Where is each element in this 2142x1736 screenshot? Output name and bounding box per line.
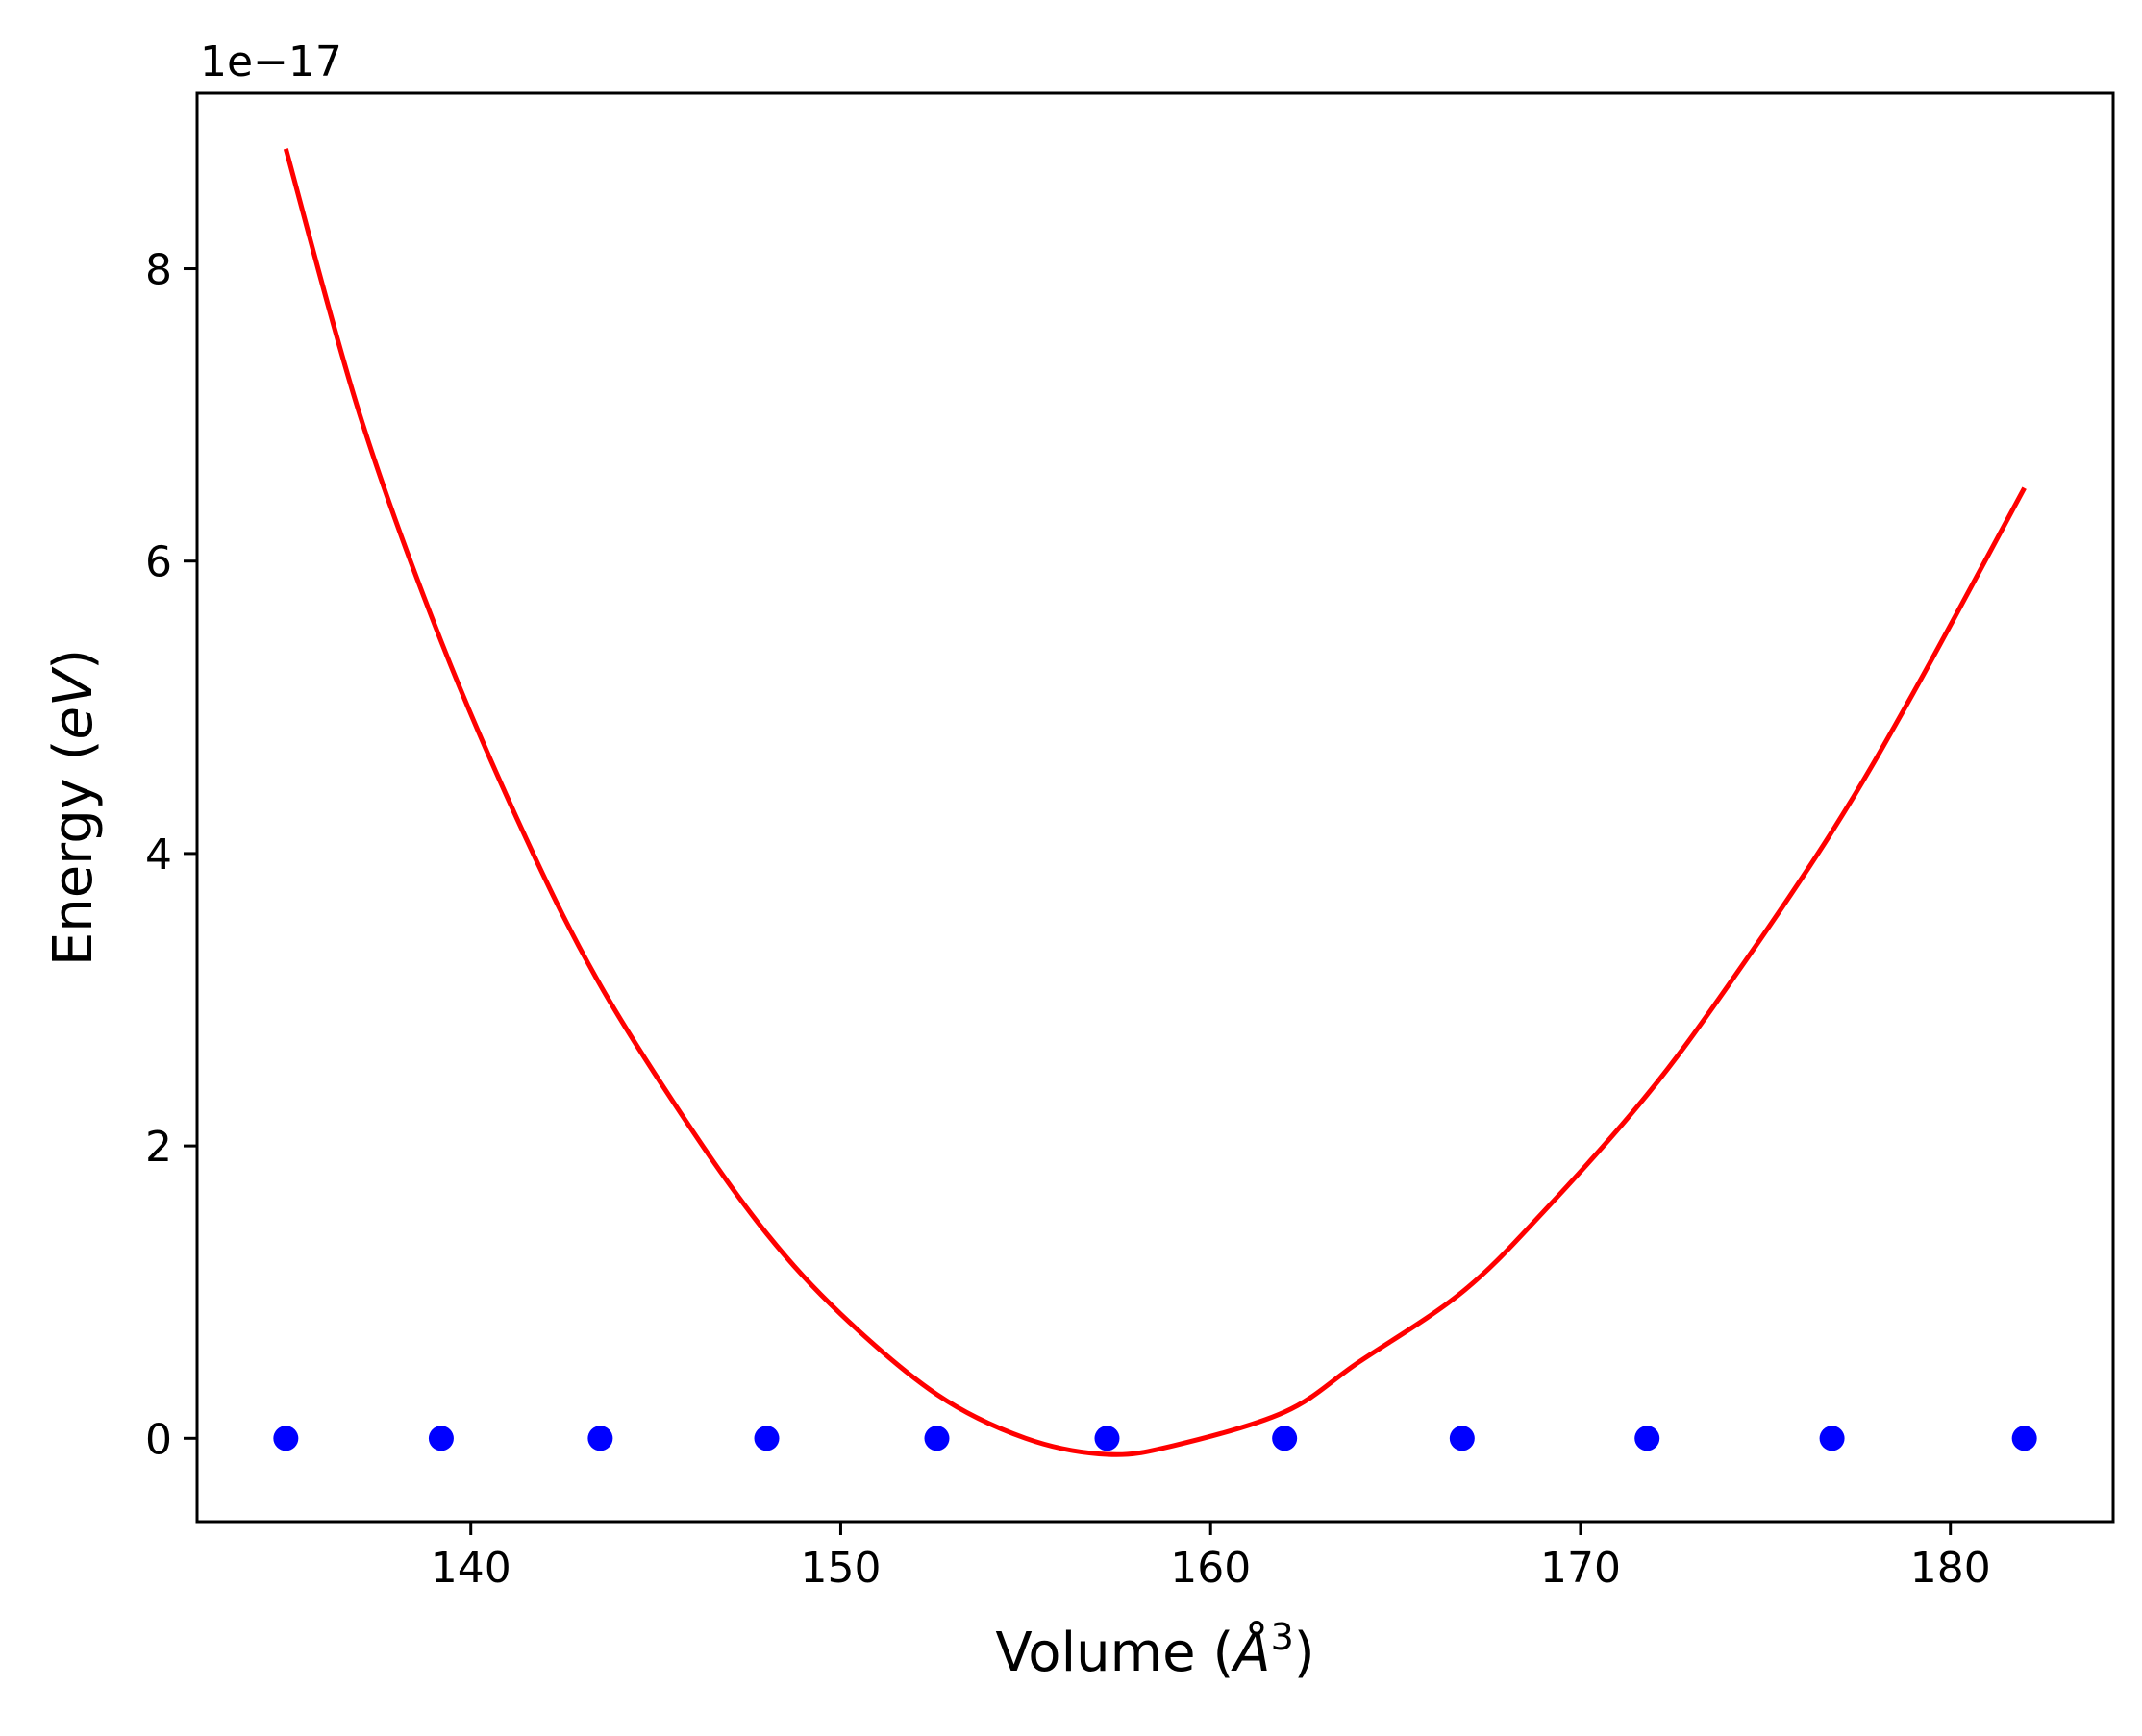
data-point	[1272, 1426, 1298, 1451]
data-point	[428, 1426, 454, 1451]
data-point	[1819, 1426, 1845, 1451]
data-layer	[273, 148, 2037, 1457]
x-tick-label: 170	[1540, 1544, 1621, 1593]
y-axis-label-text: Energy	[42, 778, 105, 966]
data-point	[2011, 1426, 2037, 1451]
x-axis-ticks: 140 150 160 170 180	[431, 1522, 1991, 1593]
plot-frame	[195, 91, 2115, 1524]
fit-curve-line	[283, 148, 2027, 1457]
x-tick-label: 140	[431, 1544, 511, 1593]
x-tick-label: 150	[800, 1544, 881, 1593]
x-axis-label-unit: Å	[1231, 1621, 1270, 1684]
data-point	[1634, 1426, 1660, 1451]
y-axis-ticks: 0 2 4 6 8	[145, 246, 197, 1464]
data-point	[754, 1426, 780, 1451]
data-point	[1449, 1426, 1475, 1451]
y-tick-label: 2	[145, 1123, 172, 1172]
data-point	[924, 1426, 950, 1451]
x-tick-label: 160	[1170, 1544, 1251, 1593]
y-axis-label: Energy (eV)	[42, 649, 105, 966]
data-point	[1094, 1426, 1120, 1451]
y-axis-label-unit: eV	[42, 666, 105, 739]
y-tick-label: 6	[145, 538, 172, 587]
y-axis-offset-text: 1e−17	[200, 37, 342, 87]
x-axis-label-exponent: 3	[1271, 1616, 1294, 1658]
y-tick-label: 0	[145, 1415, 172, 1464]
data-point	[587, 1426, 613, 1451]
data-point	[273, 1426, 299, 1451]
x-axis-label: Volume (Å3)	[995, 1616, 1314, 1684]
y-tick-label: 4	[145, 831, 172, 880]
y-tick-label: 8	[145, 246, 172, 295]
x-tick-label: 180	[1910, 1544, 1991, 1593]
x-axis-label-text: Volume	[995, 1622, 1195, 1684]
